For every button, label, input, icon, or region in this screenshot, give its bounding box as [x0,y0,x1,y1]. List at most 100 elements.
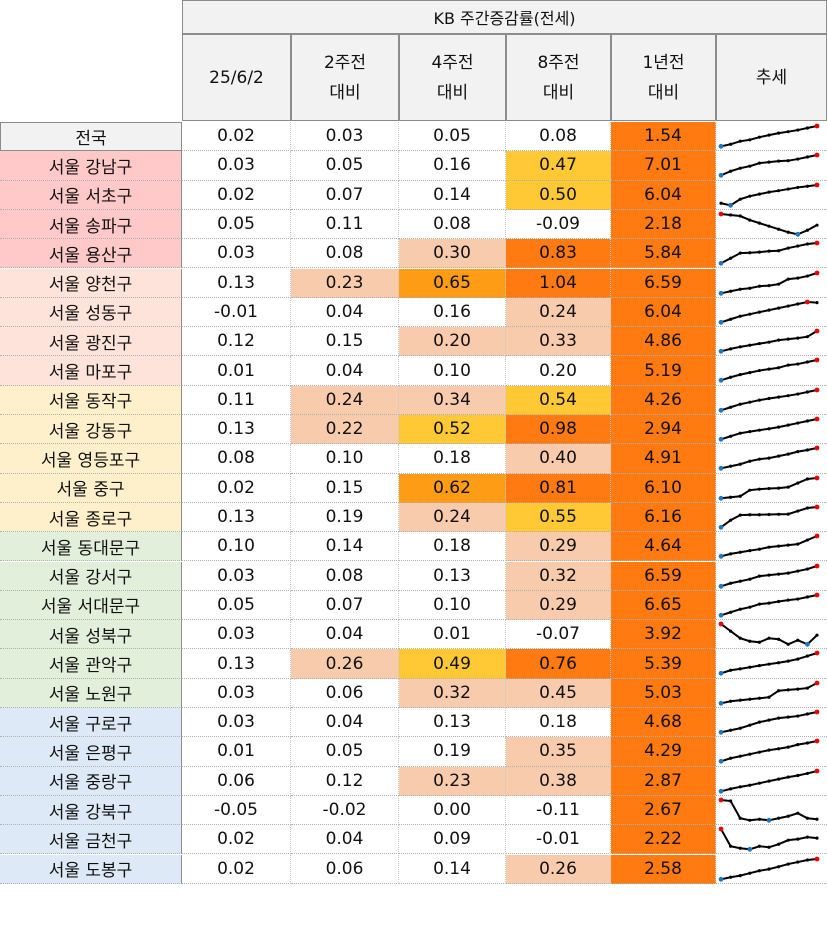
sparkline-point [777,227,781,231]
sparkline-point [796,128,800,132]
value-cell: 0.12 [291,766,399,796]
sparkline-point [777,572,781,576]
value-text: 0.18 [539,712,577,733]
sparkline-point [729,518,733,522]
sparkline-point [757,574,761,578]
column-header-6: 추세 [716,34,827,121]
value-text: 0.55 [539,507,577,528]
sparkline-point [786,775,790,779]
value-cell: 0.03 [182,678,291,708]
sparkline-point [786,659,790,664]
sparkline-low-point [718,466,724,471]
sparkline-point [767,662,771,667]
column-header-line1: 추세 [755,67,788,88]
value-text: -0.02 [322,800,367,821]
sparkline-point [796,773,800,777]
region-name-text: 서울 성동구 [48,304,133,325]
sparkline-point [805,228,809,232]
value-text: 0.03 [325,126,364,147]
sparkline-high-point [814,357,820,363]
sparkline-point [796,657,800,662]
sparkline-point [767,160,771,165]
sparkline-point [748,218,752,222]
value-text: 0.49 [433,653,471,674]
region-name-text: 서울 중랑구 [48,773,133,794]
value-text: 6.65 [644,594,682,615]
value-text: 0.11 [217,389,255,410]
value-text: 0.08 [325,565,364,586]
value-text: 0.08 [433,214,471,235]
sparkline-point [748,549,752,553]
value-text: 4.64 [644,536,682,557]
trend-sparkline [718,445,820,471]
value-cell: 0.14 [399,854,506,884]
sparkline-low-point [718,290,724,296]
region-name-text: 서울 마포구 [48,363,133,384]
value-text: 0.06 [325,682,364,703]
region-name: 서울 노원구 [0,678,182,708]
value-text: 1.04 [539,272,577,293]
value-text: 0.20 [433,331,471,352]
sparkline-point [796,837,800,841]
sparkline-point [738,287,742,291]
value-cell: 0.15 [291,327,399,357]
value-cell: 0.03 [182,561,291,591]
sparkline-point [786,687,790,692]
sparkline-point [777,777,781,781]
value-cell: 4.64 [611,532,716,562]
sparkline-point [805,448,809,452]
value-text: -0.01 [536,829,580,850]
sparkline-point [796,185,800,189]
value-cell: 0.01 [182,356,291,386]
sparkline-point [805,771,809,775]
region-name-text: 서울 강동구 [48,421,133,442]
value-cell: 0.03 [182,708,291,738]
sparkline-point [796,421,800,425]
sparkline-point [757,284,761,288]
trend-sparkline [718,856,820,882]
value-cell: 0.22 [291,415,399,445]
sparkline-point [757,398,761,402]
sparkline-path [720,154,818,177]
value-text: 0.04 [325,360,364,381]
value-cell: 0.62 [399,473,506,503]
sparkline-point [757,781,761,785]
sparkline-point [757,135,761,139]
trend-sparkline [718,270,820,296]
region-name: 서울 강북구 [0,795,182,826]
value-cell: 0.05 [182,590,291,621]
group-title: KB 주간증감률(전세) [433,9,576,28]
sparkline-point [767,367,771,372]
value-text: 0.12 [325,770,364,791]
value-cell: 0.03 [182,151,291,181]
sparkline-point [738,816,742,820]
sparkline-point [767,695,771,699]
sparkline-low-point [718,671,724,677]
sparkline-point [786,423,790,427]
region-name: 전국 [0,122,182,152]
region-name: 서울 중랑구 [0,766,182,796]
region-name-text: 서울 금천구 [48,831,133,852]
region-name: 서울 강남구 [0,151,182,181]
sparkline-point [748,752,752,757]
sparkline-high-point [805,299,810,305]
sparkline-point [767,601,771,605]
region-name: 서울 은평구 [0,737,182,767]
sparkline-high-point [814,328,820,334]
sparkline-point [748,286,752,290]
value-text: 0.02 [217,829,255,850]
sparkline-point [767,249,771,253]
sparkline-point [777,425,781,429]
value-cell: 0.06 [291,854,399,884]
value-text: 2.18 [644,214,682,235]
sparkline-point [777,512,781,516]
sparkline-path [720,183,818,206]
sparkline-point [786,571,790,575]
value-text: 5.03 [644,682,682,703]
sparkline-point [796,542,800,546]
value-text: 4.26 [644,389,682,410]
value-cell: 0.06 [182,766,291,796]
region-name-text: 전국 [75,129,107,150]
region-name-text: 서울 종로구 [48,509,133,530]
value-text: 0.20 [539,360,577,381]
